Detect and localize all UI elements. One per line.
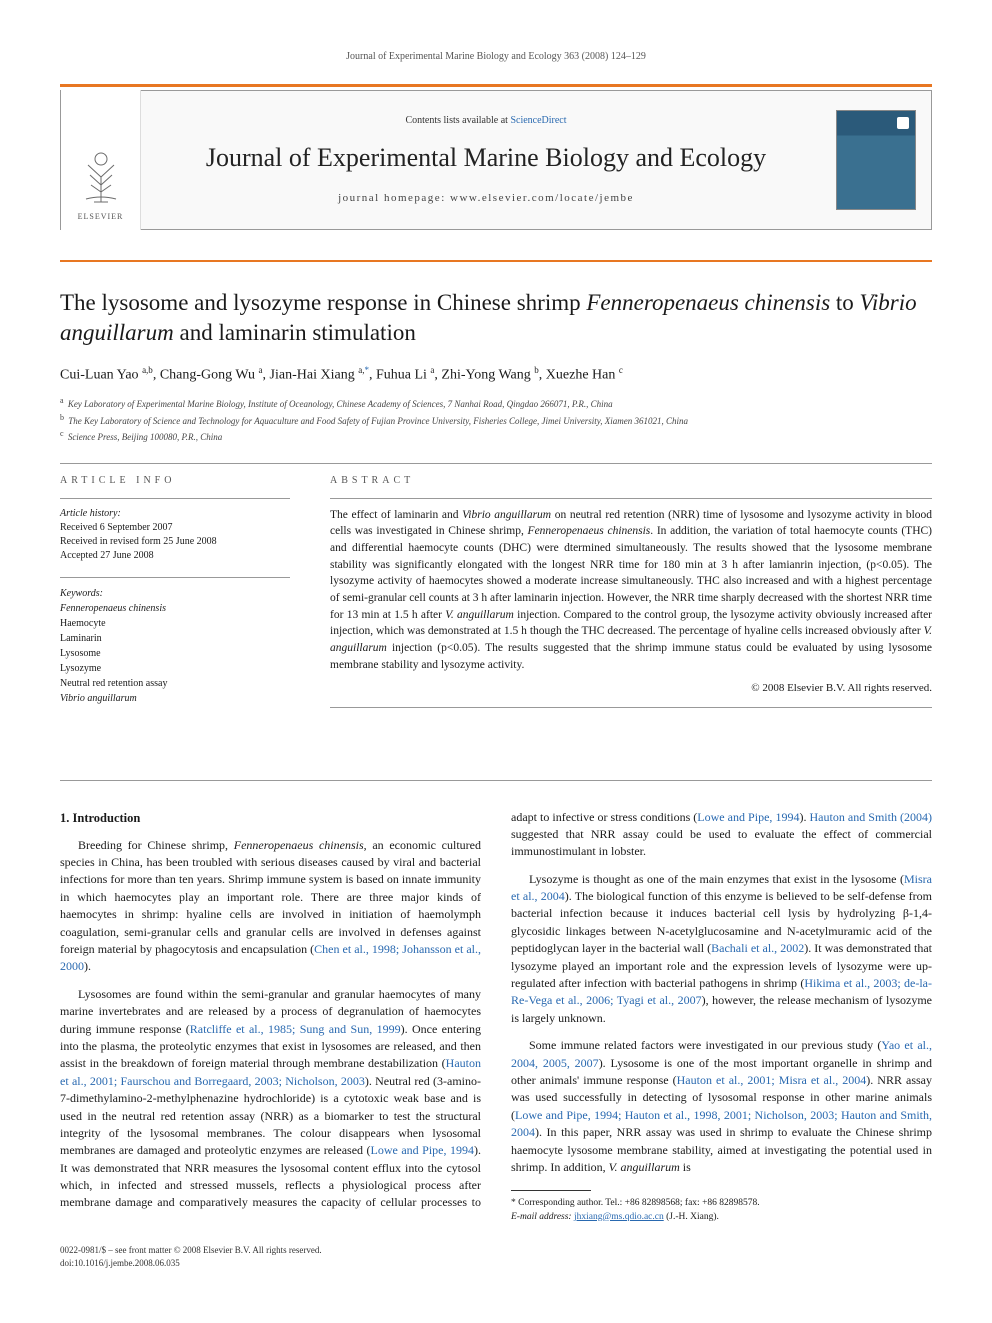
masthead: ELSEVIER Contents lists available at Sci… [60, 84, 932, 230]
title-part-c: to [830, 290, 859, 315]
article-title: The lysosome and lysozyme response in Ch… [60, 288, 932, 348]
email-link[interactable]: jhxiang@ms.qdio.ac.cn [574, 1212, 664, 1222]
body-two-column: 1. Introduction Breeding for Chinese shr… [60, 809, 932, 1224]
author-list: Cui-Luan Yao a,b, Chang-Gong Wu a, Jian-… [60, 364, 932, 385]
publisher-logo-block: ELSEVIER [61, 90, 141, 230]
email-suffix: (J.-H. Xiang). [664, 1212, 719, 1222]
abstract-copyright: © 2008 Elsevier B.V. All rights reserved… [330, 681, 932, 696]
divider [60, 463, 932, 464]
divider [60, 498, 290, 499]
masthead-center: Contents lists available at ScienceDirec… [141, 104, 831, 216]
keywords-label: Keywords: [60, 586, 290, 601]
footnotes: * Corresponding author. Tel.: +86 828985… [511, 1197, 932, 1224]
running-header: Journal of Experimental Marine Biology a… [60, 50, 932, 64]
history-line: Accepted 27 June 2008 [60, 549, 290, 563]
page-root: Journal of Experimental Marine Biology a… [0, 0, 992, 1299]
divider [60, 780, 932, 781]
footnote-separator [511, 1190, 591, 1191]
journal-cover-thumb [836, 110, 916, 210]
affiliations: a Key Laboratory of Experimental Marine … [60, 395, 932, 445]
affil-sup: b [60, 413, 64, 422]
footer-issn-line: 0022-0981/$ – see front matter © 2008 El… [60, 1244, 932, 1257]
keyword: Neutral red retention assay [60, 676, 290, 691]
history-label: Article history: [60, 507, 290, 521]
abstract-column: ABSTRACT The effect of laminarin and Vib… [330, 474, 932, 720]
journal-homepage: journal homepage: www.elsevier.com/locat… [151, 191, 821, 206]
history-line: Received in revised form 25 June 2008 [60, 535, 290, 549]
footer-doi-line: doi:10.1016/j.jembe.2008.06.035 [60, 1257, 932, 1270]
body-para: Lysozyme is thought as one of the main e… [511, 871, 932, 1028]
footer-meta: 0022-0981/$ – see front matter © 2008 El… [60, 1244, 932, 1269]
affil-sup: a [60, 396, 64, 405]
sciencedirect-link[interactable]: ScienceDirect [510, 115, 566, 126]
abstract: The effect of laminarin and Vibrio angui… [330, 507, 932, 674]
affil-text: Key Laboratory of Experimental Marine Bi… [68, 399, 613, 409]
title-part-e: and laminarin stimulation [174, 320, 416, 345]
keyword: Lysosome [60, 646, 290, 661]
affil-sup: c [60, 429, 64, 438]
email-label: E-mail address: [511, 1212, 574, 1222]
affil-c: c Science Press, Beijing 100080, P.R., C… [60, 428, 932, 445]
email-line: E-mail address: jhxiang@ms.qdio.ac.cn (J… [511, 1211, 932, 1224]
orange-rule [60, 260, 932, 262]
history-line: Received 6 September 2007 [60, 521, 290, 535]
keyword: Vibrio anguillarum [60, 691, 290, 706]
affil-text: Science Press, Beijing 100080, P.R., Chi… [68, 432, 222, 442]
abstract-heading: ABSTRACT [330, 474, 932, 488]
masthead-inner: ELSEVIER Contents lists available at Sci… [60, 90, 932, 230]
keyword: Fenneropenaeus chinensis [60, 601, 290, 616]
article-history: Article history: Received 6 September 20… [60, 507, 290, 563]
affil-a: a Key Laboratory of Experimental Marine … [60, 395, 932, 412]
keywords-block: Keywords: Fenneropenaeus chinensis Haemo… [60, 586, 290, 706]
article-info-heading: ARTICLE INFO [60, 474, 290, 488]
journal-name: Journal of Experimental Marine Biology a… [151, 140, 821, 176]
body-para: Breeding for Chinese shrimp, Fenneropena… [60, 837, 481, 976]
title-part-a: The lysosome and lysozyme response in Ch… [60, 290, 586, 315]
keyword: Haemocyte [60, 616, 290, 631]
contents-line: Contents lists available at ScienceDirec… [151, 114, 821, 128]
info-abstract-row: ARTICLE INFO Article history: Received 6… [60, 474, 932, 720]
contents-prefix: Contents lists available at [405, 115, 510, 126]
publisher-name: ELSEVIER [78, 211, 124, 222]
divider [330, 498, 932, 499]
title-species-1: Fenneropenaeus chinensis [586, 290, 830, 315]
section-heading: 1. Introduction [60, 809, 481, 827]
corresponding-author-note: * Corresponding author. Tel.: +86 828985… [511, 1197, 932, 1210]
body-para: Some immune related factors were investi… [511, 1037, 932, 1176]
keyword: Laminarin [60, 631, 290, 646]
article-info-column: ARTICLE INFO Article history: Received 6… [60, 474, 290, 720]
affil-text: The Key Laboratory of Science and Techno… [68, 416, 688, 426]
elsevier-tree-icon [76, 147, 126, 207]
affil-b: b The Key Laboratory of Science and Tech… [60, 412, 932, 429]
divider [330, 707, 932, 708]
keyword: Lysozyme [60, 661, 290, 676]
divider [60, 577, 290, 578]
